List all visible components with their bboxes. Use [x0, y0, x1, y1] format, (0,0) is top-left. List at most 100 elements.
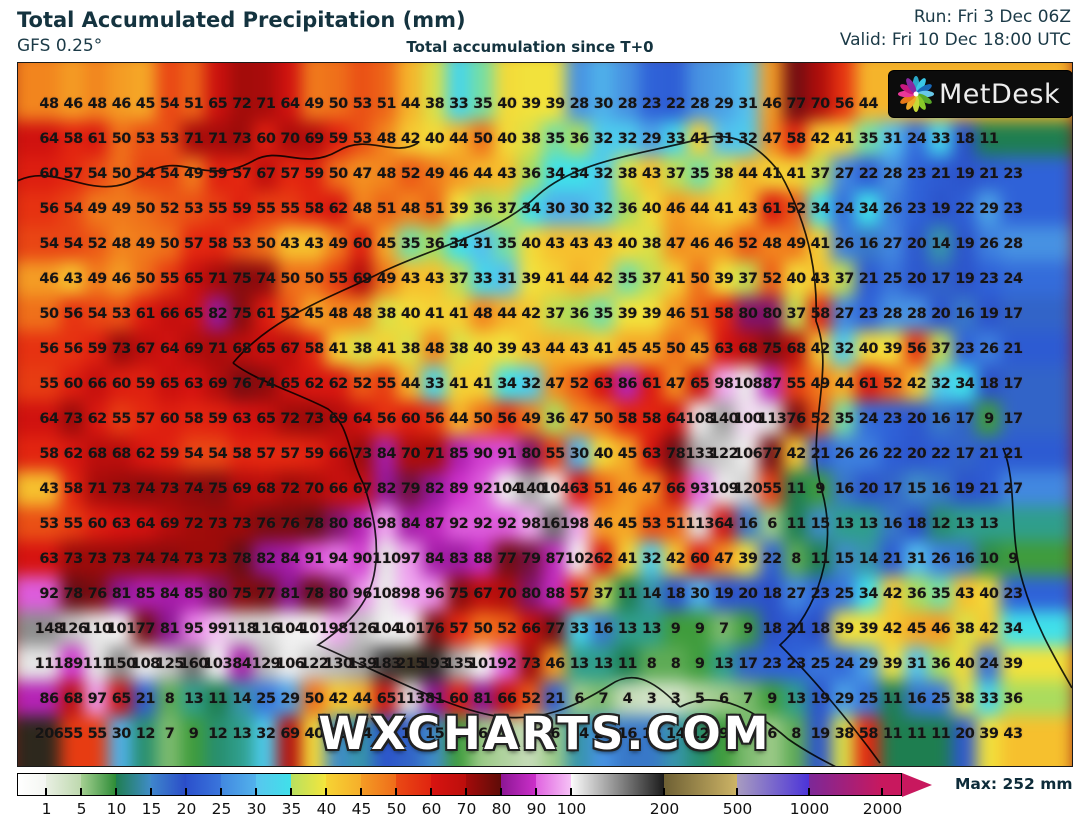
- grid-value: 36: [907, 586, 927, 602]
- grid-value: 77: [762, 446, 782, 462]
- grid-value: 80: [328, 516, 349, 532]
- colorbar-tick-label: 35: [281, 800, 302, 818]
- grid-value: 55: [786, 376, 807, 392]
- grid-value: 49: [376, 271, 397, 287]
- grid-value: 65: [256, 411, 276, 427]
- colorbar-segment: [151, 774, 186, 795]
- grid-value: 75: [232, 271, 252, 287]
- grid-value: 48: [87, 96, 108, 112]
- grid-value: 65: [280, 376, 300, 392]
- grid-value: 50: [159, 236, 180, 252]
- grid-value: 75: [762, 341, 782, 357]
- grid-value: 82: [425, 481, 445, 497]
- grid-value: 26: [931, 551, 951, 567]
- grid-value: 35: [545, 131, 566, 147]
- grid-value: 62: [328, 376, 349, 392]
- grid-value: 29: [714, 96, 734, 112]
- grid-value: 39: [521, 96, 541, 112]
- grid-value: 68: [256, 481, 276, 497]
- colorbar-tick-label: 80: [491, 800, 512, 818]
- grid-value: 55: [111, 411, 132, 427]
- grid-value: 52: [352, 376, 373, 392]
- grid-value: 58: [63, 481, 84, 497]
- colorbar-arrow: [901, 773, 932, 797]
- grid-value: 22: [666, 96, 686, 112]
- grid-value: 50: [473, 411, 493, 427]
- grid-value: 87: [762, 376, 782, 392]
- field-cell: [590, 63, 617, 88]
- field-cell: [373, 63, 400, 88]
- grid-value: 26: [834, 446, 855, 462]
- grid-value: 46: [762, 96, 782, 112]
- grid-value: 8: [670, 656, 681, 672]
- field-cell: [807, 120, 834, 158]
- grid-value: 13: [786, 691, 807, 707]
- field-cell: [301, 85, 328, 123]
- grid-value: 11: [979, 131, 999, 147]
- grid-value: 39: [858, 621, 879, 637]
- grid-value: 18: [810, 621, 831, 637]
- grid-value: 92: [473, 516, 493, 532]
- grid-value: 49: [521, 411, 541, 427]
- grid-value: 34: [521, 201, 541, 217]
- grid-value: 10: [979, 551, 999, 567]
- field-cell: [469, 85, 496, 123]
- grid-value: 11: [786, 481, 807, 497]
- colorbar-segment: [46, 774, 81, 795]
- grid-value: 50: [473, 621, 493, 637]
- grid-value: 66: [159, 306, 180, 322]
- grid-value: 69: [352, 271, 373, 287]
- grid-value: 46: [63, 96, 84, 112]
- model-label: GFS 0.25°: [17, 36, 103, 56]
- field-cell: [831, 85, 858, 123]
- colorbar-tick-label: 45: [351, 800, 372, 818]
- grid-value: 24: [858, 411, 879, 427]
- grid-value: 63: [39, 551, 59, 567]
- grid-value: 101: [468, 656, 498, 672]
- grid-value: 6: [574, 691, 584, 707]
- grid-value: 82: [208, 306, 228, 322]
- grid-value: 45: [376, 236, 397, 252]
- grid-value: 113: [396, 691, 425, 707]
- colorbar-tick-label: 60: [421, 800, 442, 818]
- grid-value: 45: [135, 96, 156, 112]
- grid-value: 71: [87, 481, 108, 497]
- grid-value: 58: [304, 201, 325, 217]
- grid-value: 38: [352, 341, 373, 357]
- grid-value: 20: [907, 446, 927, 462]
- grid-value: 49: [87, 271, 108, 287]
- grid-value: 73: [63, 411, 84, 427]
- grid-value: 110: [372, 551, 401, 567]
- grid-value: 24: [834, 201, 855, 217]
- colorbar-segment: [326, 774, 361, 795]
- grid-value: 61: [762, 201, 782, 217]
- grid-value: 54: [87, 306, 108, 322]
- colorbar-segment: [571, 774, 664, 795]
- field-cell: [783, 120, 810, 158]
- grid-value: 57: [63, 166, 84, 182]
- grid-value: 41: [810, 236, 831, 252]
- grid-value: 37: [545, 306, 566, 322]
- grid-value: 111: [34, 656, 64, 672]
- grid-value: 45: [641, 341, 662, 357]
- grid-value: 16: [834, 481, 855, 497]
- grid-value: 29: [641, 131, 662, 147]
- grid-value: 73: [208, 551, 228, 567]
- field-cell: [445, 63, 472, 88]
- grid-value: 20: [738, 586, 758, 602]
- grid-value: 3: [670, 691, 681, 707]
- grid-value: 78: [304, 516, 325, 532]
- grid-value: 43: [521, 341, 541, 357]
- colorbar-tick-label: 100: [556, 800, 587, 818]
- grid-value: 103: [203, 656, 233, 672]
- grid-value: 48: [376, 131, 397, 147]
- grid-value: 84: [376, 446, 397, 462]
- grid-value: 58: [810, 306, 831, 322]
- grid-value: 61: [641, 376, 662, 392]
- grid-value: 38: [449, 341, 469, 357]
- grid-value: 47: [714, 551, 734, 567]
- grid-value: 21: [1003, 341, 1023, 357]
- grid-value: 56: [39, 201, 59, 217]
- grid-value: 24: [979, 656, 999, 672]
- grid-value: 48: [352, 306, 373, 322]
